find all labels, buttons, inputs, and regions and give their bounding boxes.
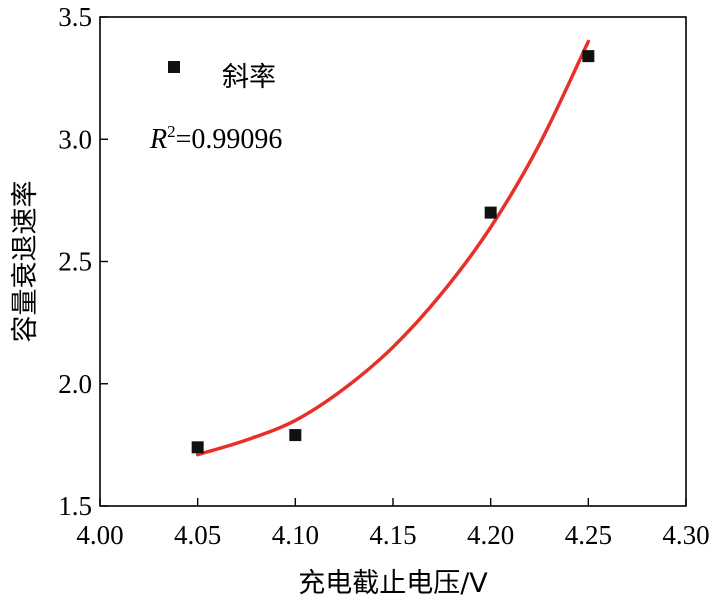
plot-area-border xyxy=(99,16,687,507)
data-point xyxy=(582,50,595,63)
data-point xyxy=(289,429,302,442)
r-symbol: R xyxy=(149,124,167,155)
x-tick-label-0: 4.00 xyxy=(76,520,123,550)
legend-marker-square xyxy=(168,61,180,73)
x-tick-label-3: 4.15 xyxy=(369,520,416,550)
y-tick-label-0: 1.5 xyxy=(58,491,92,521)
x-tick-label-4: 4.20 xyxy=(467,520,514,550)
r-superscript: 2 xyxy=(167,122,176,141)
x-axis-ticks xyxy=(99,498,687,506)
fit-curve xyxy=(195,39,591,457)
plot-frame xyxy=(99,16,687,507)
legend: 斜率 xyxy=(168,61,276,93)
r-squared-value: =0.99096 xyxy=(176,124,283,155)
x-axis-tick-labels: 4.00 4.05 4.10 4.15 4.20 4.25 4.30 xyxy=(76,520,709,550)
y-axis-tick-labels: 1.5 2.0 2.5 3.0 3.5 xyxy=(58,2,92,521)
y-axis-ticks xyxy=(100,16,108,507)
x-tick-label-6: 4.30 xyxy=(662,520,709,550)
data-points xyxy=(191,50,595,454)
y-tick-label-1: 2.0 xyxy=(58,369,92,399)
y-tick-label-3: 3.0 xyxy=(58,124,92,154)
y-tick-label-4: 3.5 xyxy=(58,2,92,32)
y-tick-label-2: 2.5 xyxy=(58,247,92,277)
legend-label: 斜率 xyxy=(222,62,276,93)
data-point xyxy=(484,206,497,219)
r-squared-annotation: R2=0.99096 xyxy=(149,122,282,155)
x-tick-label-1: 4.05 xyxy=(174,520,221,550)
x-tick-label-2: 4.10 xyxy=(272,520,319,550)
data-point xyxy=(191,441,204,454)
x-axis-title: 充电截止电压/V xyxy=(298,568,488,599)
y-axis-title: 容量衰退速率 xyxy=(10,181,41,343)
x-tick-label-5: 4.25 xyxy=(565,520,612,550)
